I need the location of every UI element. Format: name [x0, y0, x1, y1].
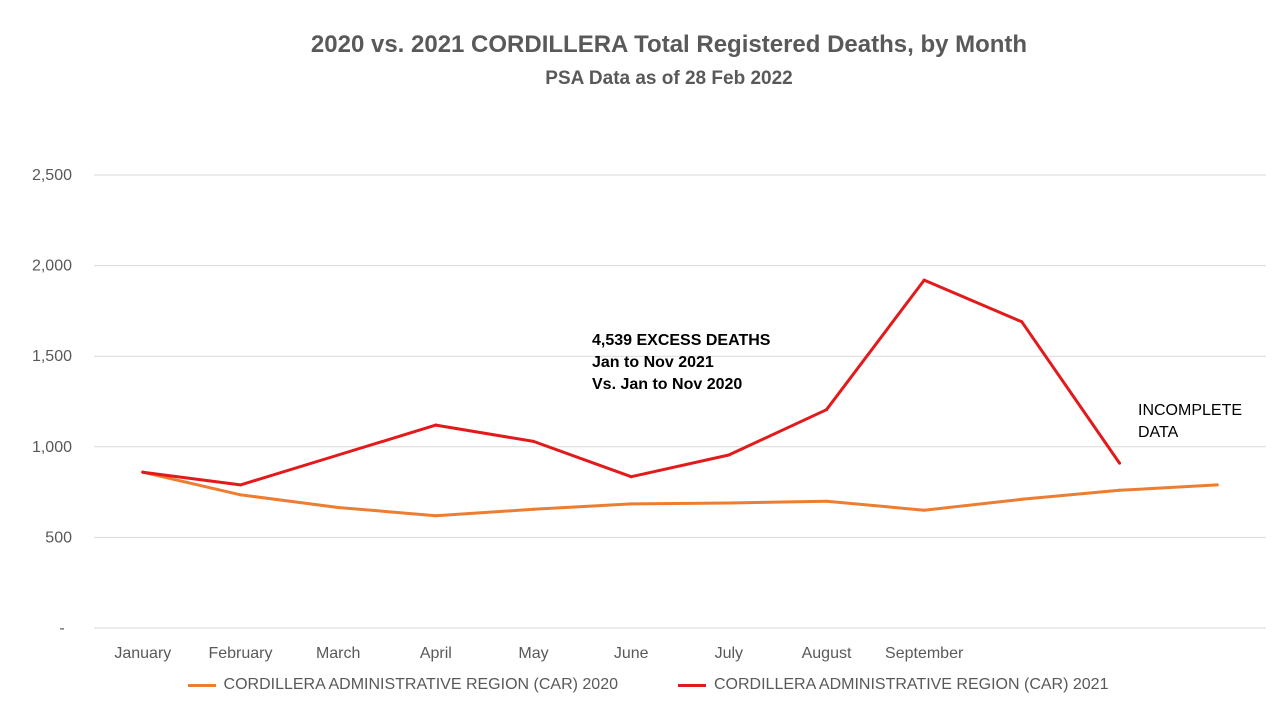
- data-point-s1-4: [532, 439, 535, 443]
- legend-item-2020: CORDILLERA ADMINISTRATIVE REGION (CAR) 2…: [187, 676, 618, 694]
- data-point-s1-6: [727, 453, 731, 457]
- data-point-s1-5: [629, 475, 633, 479]
- data-point-s0-3: [434, 514, 438, 518]
- data-point-s0-10: [1118, 488, 1121, 492]
- excess-deaths-annotation: 4,539 EXCESS DEATHS Jan to Nov 2021 Vs. …: [592, 330, 770, 396]
- data-point-s0-7: [825, 499, 828, 503]
- y-tick-label-4: 2,000: [32, 258, 72, 275]
- incomplete-line-2: DATA: [1138, 424, 1179, 441]
- incomplete-line-1: INCOMPLETE: [1138, 402, 1243, 419]
- x-tick-label-3: April: [420, 645, 452, 662]
- legend-swatch-2020: [187, 683, 216, 687]
- data-point-s0-8: [922, 508, 926, 512]
- x-tick-label-0: January: [114, 645, 171, 662]
- excess-line-2: Jan to Nov 2021: [592, 354, 714, 371]
- data-point-s1-0: [141, 470, 145, 474]
- x-tick-label-8: September: [885, 645, 964, 662]
- chart-title: 2020 vs. 2021 CORDILLERA Total Registere…: [310, 31, 1028, 58]
- data-point-s0-2: [336, 506, 340, 510]
- legend-item-2021: CORDILLERA ADMINISTRATIVE REGION (CAR) 2…: [678, 676, 1108, 694]
- legend-label-2021: CORDILLERA ADMINISTRATIVE REGION (CAR) 2…: [714, 676, 1109, 693]
- data-point-s1-8: [922, 278, 926, 282]
- y-tick-label-0: -: [59, 620, 64, 637]
- x-tick-label-4: May: [518, 645, 548, 662]
- data-point-s0-9: [1020, 497, 1024, 501]
- data-point-s1-2: [336, 453, 340, 457]
- data-point-s0-5: [629, 502, 633, 506]
- excess-line-1: 4,539 EXCESS DEATHS: [592, 332, 771, 349]
- x-tick-label-2: March: [316, 645, 360, 662]
- data-point-s1-10: [1118, 461, 1121, 465]
- series-line-0: [141, 470, 1219, 518]
- excess-line-3: Vs. Jan to Nov 2020: [592, 376, 743, 393]
- data-point-s1-1: [239, 483, 242, 487]
- data-point-s1-7: [825, 408, 828, 412]
- y-tick-label-2: 1,000: [32, 439, 72, 456]
- x-tick-label-7: August: [802, 645, 852, 662]
- y-tick-label-3: 1,500: [32, 348, 72, 365]
- legend-label-2020: CORDILLERA ADMINISTRATIVE REGION (CAR) 2…: [223, 676, 618, 693]
- x-tick-label-1: February: [208, 645, 272, 662]
- legend-swatch-2021: [678, 683, 706, 687]
- data-point-s0-6: [727, 501, 731, 505]
- y-tick-label-1: 500: [45, 529, 72, 546]
- incomplete-data-annotation: INCOMPLETE DATA: [1138, 400, 1242, 444]
- data-point-s1-3: [434, 423, 438, 427]
- chart-subtitle: PSA Data as of 28 Feb 2022: [545, 68, 793, 89]
- x-tick-label-6: July: [715, 645, 743, 662]
- data-point-s0-11: [1215, 483, 1219, 487]
- data-point-s0-1: [239, 493, 242, 497]
- data-point-s1-9: [1020, 320, 1024, 324]
- chart-legend: CORDILLERA ADMINISTRATIVE REGION (CAR) 2…: [0, 676, 1280, 694]
- y-tick-label-5: 2,500: [32, 167, 72, 184]
- x-tick-label-5: June: [614, 645, 649, 662]
- data-point-s0-4: [532, 507, 535, 511]
